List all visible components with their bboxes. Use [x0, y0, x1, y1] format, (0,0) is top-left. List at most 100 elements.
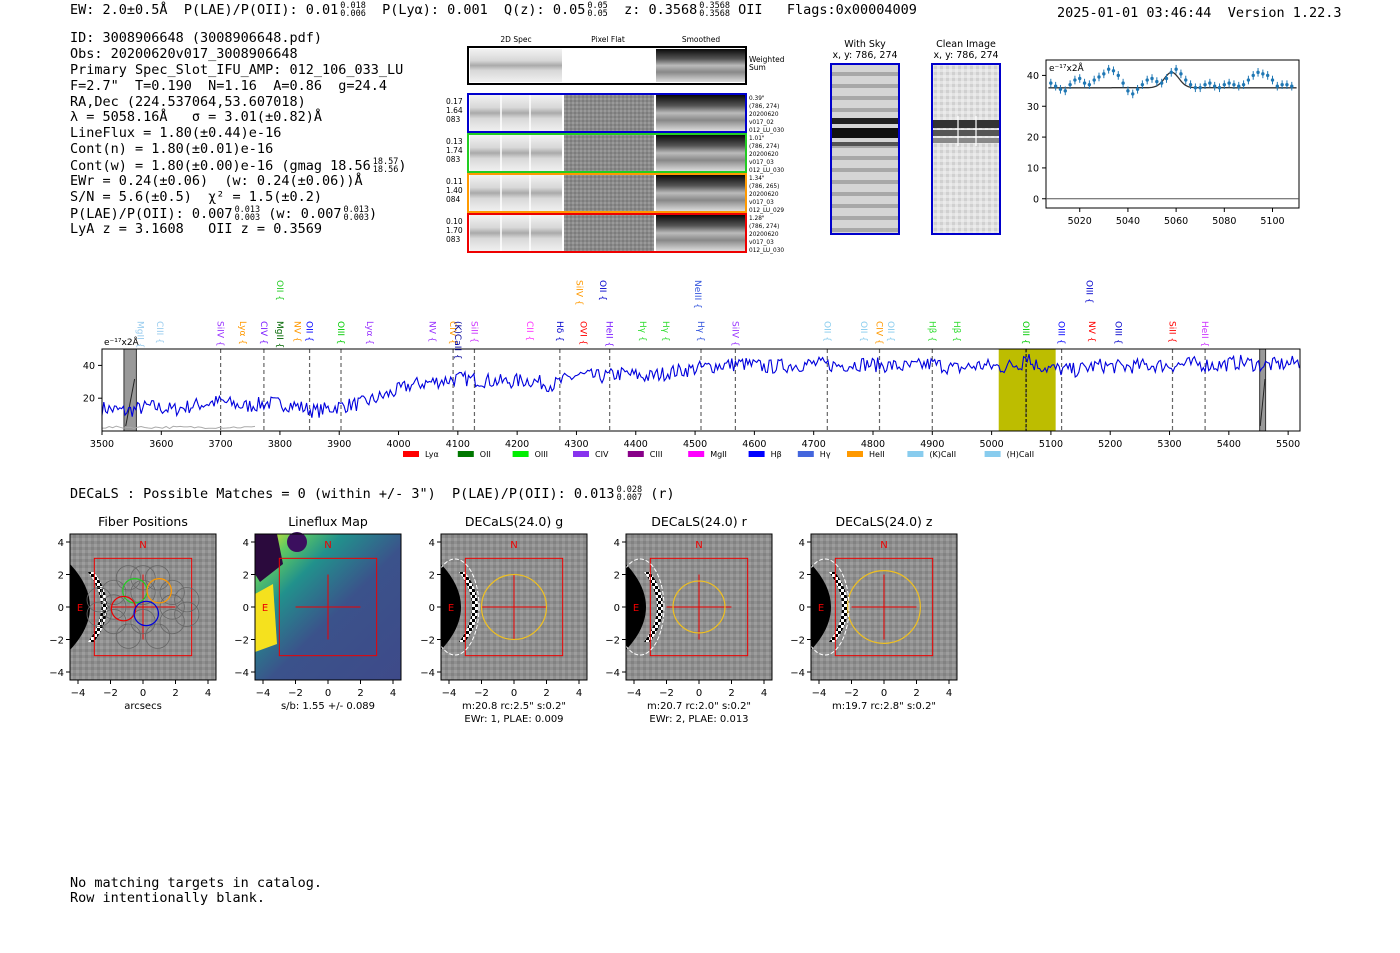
z-hi: 0.3568	[699, 1, 730, 11]
panel-ytick-label: 2	[799, 571, 805, 582]
panel-ytick-label: 0	[58, 603, 64, 614]
zoom-xtick-label: 5040	[1116, 216, 1140, 227]
legend-label: (H)CaII	[1007, 450, 1034, 459]
cutout-row-left-text: 1.40	[446, 186, 463, 195]
panel-ytick-label: −2	[605, 636, 620, 647]
cutout-row-left-text: 083	[446, 155, 461, 164]
legend-label: MgII	[710, 450, 727, 459]
plae-hi: 0.018	[340, 1, 366, 11]
decals-summary: DECaLS : Possible Matches = 0 (within +/…	[70, 485, 675, 503]
spectrum-line-label: CIV {	[258, 321, 268, 345]
counterpart-aperture	[672, 580, 726, 634]
fiber-circle	[101, 594, 127, 620]
spectrum-top-label: OIII {	[1083, 280, 1093, 304]
cutout-row-right-text: v017_02	[749, 120, 774, 126]
panel-ytick-label: 0	[614, 603, 620, 614]
spectrum-mask-hatch	[1259, 378, 1266, 427]
zoom-data-point	[1058, 87, 1063, 91]
panel-xtick-label: −4	[627, 688, 642, 699]
zoom-data-point	[1188, 82, 1193, 87]
cutout-pixelflat	[564, 175, 654, 211]
weighted-label: Weighted	[749, 55, 785, 64]
bright-source-core	[70, 564, 90, 650]
spectrum-top-label: Hγ {	[660, 321, 670, 342]
east-label: E	[262, 603, 268, 614]
cutout-row-left-text: 083	[446, 235, 461, 244]
decals-band: (r)	[650, 486, 675, 502]
cutout-row-right-text: v017_03	[749, 240, 774, 246]
spectrum-xtick-label: 5200	[1098, 439, 1122, 450]
panel-ytick-label: −4	[234, 668, 249, 679]
cutout-smoothed	[656, 175, 745, 211]
fiber-circle	[159, 579, 185, 605]
spectrum-xtick-label: 5500	[1276, 439, 1300, 450]
zoom-data-point	[1111, 69, 1116, 73]
cutout-row-left-text: 0.13	[446, 137, 463, 146]
cutout-2dspec	[470, 135, 562, 171]
cutout-row-left-text: 1.74	[446, 146, 463, 155]
zoom-ytick-label: 40	[1027, 71, 1039, 82]
flags-value: Flags:0x00004009	[786, 2, 917, 18]
z-value: z: 0.3568	[624, 2, 698, 18]
info-contw: Cont(w) = 1.80(±0.00)e-16 (gmag 18.56 18.…	[70, 157, 407, 176]
fiber-blue	[133, 600, 160, 627]
decals-hi: 0.028	[616, 485, 643, 495]
legend-swatch	[748, 451, 765, 457]
panel-ytick-label: −4	[420, 668, 435, 679]
zoom-data-point	[1174, 67, 1178, 71]
info-fparams: F=2.7" T=0.190 N=1.16 A=0.86 g=24.4	[70, 77, 387, 94]
bright-source-core	[811, 564, 831, 650]
info-obs: Obs: 20200620v017_3008906648	[70, 45, 298, 62]
cutout-row-right-text: 012_LU_030	[749, 128, 784, 134]
spectrum-line-label: HeII {	[1199, 321, 1209, 347]
panel-ytick-label: −4	[790, 668, 805, 679]
info-plae-lo: 0.003	[234, 212, 261, 223]
fiber-circle	[115, 565, 141, 591]
full-spectrum-plot: 20 40 3500 3600 3700 3800 3900 4000 4100 4200 4300…	[83, 280, 1301, 459]
plae-w-lo: 0.003	[343, 212, 370, 223]
legend-swatch	[907, 451, 924, 457]
info-radec: RA,Dec (224.537064,53.607018)	[70, 93, 306, 110]
cutout-row-right-text: (786, 265)	[749, 184, 779, 190]
spectrum-top-label: NV {	[292, 321, 302, 342]
panel-xtick-label: −2	[844, 688, 859, 699]
contw-hi: 18.57	[372, 157, 399, 168]
info-sn: S/N = 5.6(±0.5) χ² = 1.5(±0.2)	[70, 188, 322, 205]
legend-swatch	[457, 451, 474, 457]
spectrum-xtick-label: 3700	[209, 439, 233, 450]
with-sky-xy: x, y: 786, 274	[832, 50, 897, 61]
fiber-circle	[145, 565, 171, 591]
spectrum-xtick-label: 4100	[446, 439, 470, 450]
panel-xtick-label: 4	[761, 688, 767, 699]
spectrum-top-label: CIII {	[154, 321, 164, 344]
col-pixelflat-label: Pixel Flat	[591, 35, 625, 44]
aperture-box	[464, 557, 564, 657]
spectrum-top-label: OVI {	[578, 321, 588, 345]
zoom-ylabel: e⁻¹⁷x2Å	[1049, 62, 1085, 74]
spectrum-line-label: CIV {	[447, 321, 457, 345]
cutout-2dspec	[470, 175, 562, 211]
panel-xtick-label: −4	[256, 688, 271, 699]
zoom-data-point	[1198, 86, 1202, 90]
bright-source-core	[626, 564, 646, 650]
zoom-data-point	[1193, 86, 1198, 90]
zoom-data-point	[1203, 82, 1207, 87]
cutout-row-right-text: (786, 274)	[749, 104, 779, 110]
counterpart-aperture	[480, 573, 548, 641]
zoom-ytick-label: 30	[1027, 102, 1039, 113]
spectrum-xtick-label: 3600	[149, 439, 173, 450]
cutout-row-right-text: (786, 274)	[749, 224, 779, 230]
spectrum-top-label: Hβ {	[951, 321, 961, 342]
spectrum-xtick-label: 3500	[90, 439, 114, 450]
cutout-row-left-text: 0.17	[446, 97, 463, 106]
zoom-data-point	[1063, 89, 1067, 93]
panel-title: DECaLS(24.0) g	[465, 514, 563, 529]
legend-label: Lyα	[425, 450, 439, 459]
timestamp: 2025-01-01 03:46:44	[1057, 5, 1212, 21]
zoom-data-point	[1227, 81, 1231, 85]
cutout-smoothed	[656, 215, 745, 251]
zoom-data-point	[1150, 76, 1154, 81]
panel-xtick-label: 0	[881, 688, 887, 699]
legend-label: Hγ	[820, 450, 831, 459]
sky-images: With Sky x, y: 786, 274 Clean Image x, y…	[830, 39, 1001, 235]
